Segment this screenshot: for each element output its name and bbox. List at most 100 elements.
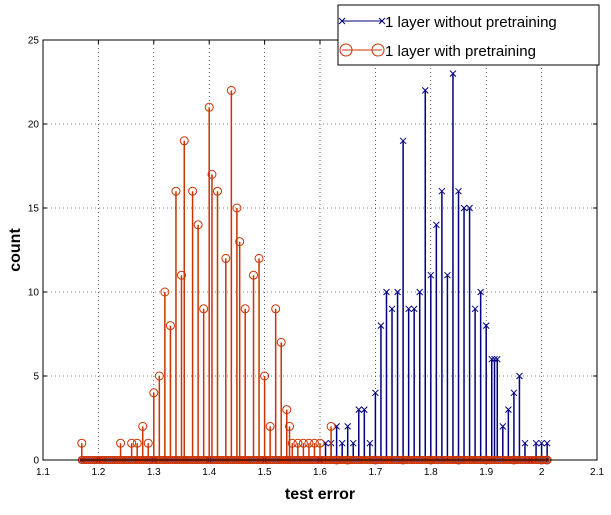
y-tick-label: 0 [33,456,39,467]
stem-marker-circle [276,337,286,347]
plot-frame [42,39,598,461]
y-axis-title: count [7,228,24,272]
stem-marker-circle [77,438,87,448]
stem-marker-x [383,288,390,296]
stem-marker-x [460,204,468,212]
stem-marker-circle [260,371,270,381]
stem-marker-circle [226,85,236,95]
stem-marker-circle [132,438,142,448]
series-with-pretraining [77,85,552,465]
stem-marker-circle [171,186,181,196]
y-tick-label: 5 [33,372,39,383]
stem-marker-x [505,406,512,413]
stem-marker-x [410,305,418,313]
stem-marker-circle [309,438,319,448]
stem-marker-x [510,389,518,397]
x-tick-label: 1.9 [479,467,493,478]
stem-marker-circle [213,186,223,196]
stem-marker-circle [188,186,198,196]
stem-marker-circle [304,438,314,448]
x-tick-label: 1.7 [368,467,382,478]
stem-marker-x [349,439,357,447]
stem-marker-x [338,439,346,447]
stem-marker-x [491,355,498,363]
x-tick-label: 1.5 [258,467,272,478]
stem-marker-x [427,271,435,279]
stem-marker-x [360,406,368,413]
stem-marker-circle [143,438,153,448]
stem-marker-circle [271,304,281,314]
stem-marker-x [366,439,374,447]
stem-marker-circle [165,321,175,331]
stem-marker-circle [154,371,164,381]
stem-marker-circle [204,102,214,112]
x-axis-title: test error [285,486,355,503]
stem-marker-circle [116,438,126,448]
stem-marker-circle [285,421,295,431]
stem-marker-circle [160,287,170,297]
legend: 1 layer without pretraining 1 layer with… [337,4,600,66]
stem-marker-circle [265,421,275,431]
stem-marker-x [444,271,451,279]
legend-label-without-pretraining: 1 layer without pretraining [385,14,557,31]
stem-marker-circle [207,169,217,179]
stem-marker-x [471,305,479,313]
stem-marker-x [499,423,507,430]
legend-marker-circle [339,43,353,57]
stem-marker-circle [282,405,292,415]
stem-marker-x [493,355,501,363]
stem-marker-circle [287,438,297,448]
stem-marker-x [372,389,379,397]
stem-marker-circle [232,203,242,213]
plot-area [43,40,597,460]
stem-marker-x [532,439,540,447]
stem-marker-x [344,423,352,430]
x-tick-label: 1.3 [147,467,161,478]
stem-marker-circle [177,270,186,280]
stem-marker-circle [249,270,259,280]
stem-marker-x [455,187,462,195]
stem-marker-x [421,87,429,94]
x-tick-label: 1.6 [313,467,327,478]
stem-marker-x [388,305,396,313]
stem-marker-x [477,288,485,296]
stem-marker-circle [254,253,264,263]
legend-marker-circle [371,43,385,57]
stem-marker-circle [199,304,209,314]
y-tick-label: 20 [28,120,40,131]
stem-marker-x [449,70,457,77]
x-tick-label: 1.2 [91,467,105,478]
stem-marker-x [394,288,401,296]
stem-marker-x [466,204,473,212]
grid-lines [43,40,597,460]
stem-marker-circle [293,438,303,448]
stem-marker-x [543,439,551,447]
stem-marker-x [416,288,424,296]
stem-marker-x [538,439,545,447]
x-tick-label: 1.4 [202,467,216,478]
stem-marker-x [521,439,529,447]
stem-marker-circle [298,438,308,448]
y-tick-label: 25 [28,36,40,47]
stem-marker-x [355,406,363,413]
legend-label-with-pretraining: 1 layer with pretraining [385,43,536,60]
x-tick-label: 2 [539,467,545,478]
stem-marker-circle [149,388,159,398]
stem-marker-circle [235,237,245,247]
stem-marker-circle [138,421,148,431]
stem-marker-circle [240,304,250,314]
stem-marker-circle [179,136,189,146]
stem-marker-x [482,322,490,329]
stem-marker-x [377,322,385,329]
x-tick-label: 1.1 [36,467,50,478]
stem-marker-x [488,355,496,363]
stem-marker-x [516,372,523,380]
stem-marker-x [432,221,440,229]
y-tick-label: 15 [28,204,40,215]
stem-marker-circle [127,438,137,448]
legend-marker-x [338,17,386,25]
stem-marker-x [438,187,446,195]
stem-marker-x [405,305,412,313]
x-tick-label: 2.1 [590,467,604,478]
